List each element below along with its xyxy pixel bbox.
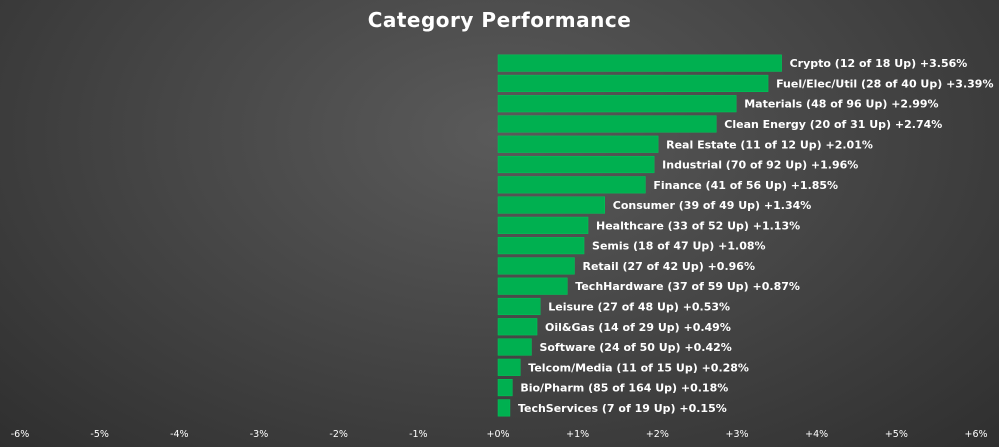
bar-label: TechHardware (37 of 59 Up) +0.87% (575, 280, 800, 293)
bar (497, 399, 511, 417)
bar (497, 216, 589, 234)
bar-label: Consumer (39 of 49 Up) +1.34% (613, 199, 812, 212)
bar (497, 379, 513, 397)
x-tick-label: -6% (11, 429, 30, 440)
bar (497, 95, 737, 113)
bar-label: Telcom/Media (11 of 15 Up) +0.28% (528, 361, 749, 374)
bar-label: Finance (41 of 56 Up) +1.85% (653, 179, 838, 192)
bar-label: Leisure (27 of 48 Up) +0.53% (548, 300, 730, 313)
bar-labels-layer: Crypto (12 of 18 Up) +3.56% Fuel/Elec/Uti… (518, 57, 994, 415)
x-tick-label: -3% (250, 429, 269, 440)
bar (497, 115, 717, 133)
bar (497, 237, 585, 255)
bar-label: Healthcare (33 of 52 Up) +1.13% (596, 219, 800, 232)
bar (497, 257, 575, 275)
x-tick-label: +5% (885, 429, 908, 440)
bar-label: Clean Energy (20 of 31 Up) +2.74% (724, 118, 942, 131)
bar-label: Fuel/Elec/Util (28 of 40 Up) +3.39% (776, 77, 993, 90)
x-tick-label: -1% (409, 429, 428, 440)
bar-label: Software (24 of 50 Up) +0.42% (539, 341, 731, 354)
bar (497, 74, 769, 92)
x-tick-label: +3% (725, 429, 748, 440)
bar-label: Real Estate (11 of 12 Up) +2.01% (666, 138, 873, 151)
x-axis-ticks: -6% -5% -4% -3% -2% -1% +0% +1% +2% +3% +4% +5% +6% (11, 429, 988, 440)
bar (497, 176, 646, 194)
bar-label: Bio/Pharm (85 of 164 Up) +0.18% (520, 382, 728, 395)
x-tick-label: -2% (329, 429, 348, 440)
bar-label: Industrial (70 of 92 Up) +1.96% (662, 159, 858, 172)
bar (497, 54, 782, 72)
chart-title: Category Performance (367, 8, 632, 32)
x-tick-label: +2% (646, 429, 669, 440)
bar (497, 135, 659, 153)
x-tick-label: +1% (566, 429, 589, 440)
x-tick-label: -4% (170, 429, 189, 440)
x-tick-label: +4% (805, 429, 828, 440)
bar (497, 318, 538, 336)
x-tick-label: +6% (964, 429, 987, 440)
bar (497, 196, 606, 214)
bars-layer (497, 54, 782, 417)
bar-label: Materials (48 of 96 Up) +2.99% (744, 98, 938, 111)
bar (497, 358, 521, 376)
bar-label: Semis (18 of 47 Up) +1.08% (592, 240, 766, 253)
bar (497, 297, 541, 316)
bar-label: TechServices (7 of 19 Up) +0.15% (518, 402, 727, 415)
x-tick-label: +0% (486, 429, 509, 440)
bar (497, 155, 655, 174)
bar (497, 338, 532, 356)
bar-label: Oil&Gas (14 of 29 Up) +0.49% (545, 321, 731, 334)
x-tick-label: -5% (90, 429, 109, 440)
bar (497, 277, 568, 295)
bar-label: Retail (27 of 42 Up) +0.96% (582, 260, 755, 273)
bar-label: Crypto (12 of 18 Up) +3.56% (790, 57, 968, 70)
